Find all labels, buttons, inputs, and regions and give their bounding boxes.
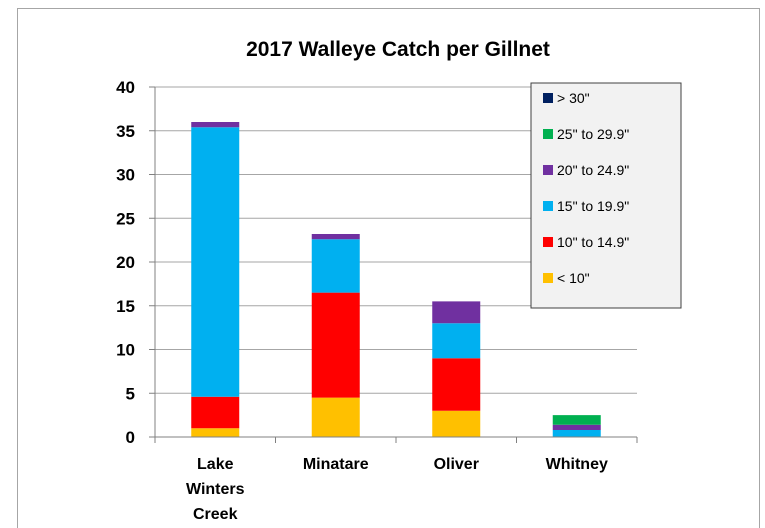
bar-segment [432, 323, 481, 359]
y-tick-label: 35 [116, 122, 135, 141]
legend-label: < 10" [557, 270, 590, 286]
y-tick-label: 40 [116, 78, 135, 97]
bar-segment [191, 127, 240, 397]
legend-swatch [543, 165, 553, 175]
y-tick-label: 15 [116, 297, 135, 316]
x-tick-label: Minatare [303, 456, 369, 473]
legend-swatch [543, 273, 553, 283]
chart-title: 2017 Walleye Catch per Gillnet [246, 38, 550, 61]
y-tick-label: 5 [126, 384, 135, 403]
legend-swatch [543, 129, 553, 139]
legend-label: 10" to 14.9" [557, 234, 629, 250]
bar-segment [552, 415, 601, 425]
bar-segment [191, 396, 240, 429]
bar-segment [191, 122, 240, 128]
bar-segment [311, 234, 360, 240]
legend-box [530, 82, 682, 309]
y-tick-label: 0 [126, 428, 135, 447]
bars [191, 122, 601, 437]
bar-segment [552, 424, 601, 430]
bar-segment [552, 430, 601, 437]
bar-segment [311, 397, 360, 437]
y-tick-label: 20 [116, 253, 135, 272]
x-tick-label: Lake [197, 456, 234, 473]
bar-segment [191, 428, 240, 437]
legend-label: 15" to 19.9" [557, 198, 629, 214]
legend-swatch [543, 93, 553, 103]
bar-segment [432, 358, 481, 411]
x-tick-label: Oliver [434, 456, 479, 473]
legend-label: > 30" [557, 90, 590, 106]
legend-swatch [543, 237, 553, 247]
legend-label: 20" to 24.9" [557, 162, 629, 178]
y-tick-label: 25 [116, 209, 135, 228]
x-tick-label: Creek [193, 506, 238, 523]
x-tick-label: Winters [186, 481, 245, 498]
x-axis-labels: Lake Winters Creek Minatare Oliver Whitney [186, 456, 608, 523]
bar-segment [432, 410, 481, 437]
y-tick-label: 10 [116, 341, 135, 360]
axes [154, 87, 638, 443]
legend: > 30" 25" to 29.9" 20" to 24.9" 15" to 19.9… [530, 82, 682, 309]
bar-segment [311, 292, 360, 398]
x-tick-label: Whitney [546, 456, 608, 473]
y-axis-ticks: 0 5 10 15 20 25 30 35 40 [116, 78, 155, 447]
legend-label: 25" to 29.9" [557, 126, 629, 142]
legend-swatch [543, 201, 553, 211]
y-tick-label: 30 [116, 166, 135, 185]
bar-segment [311, 239, 360, 293]
bar-segment [432, 301, 481, 324]
